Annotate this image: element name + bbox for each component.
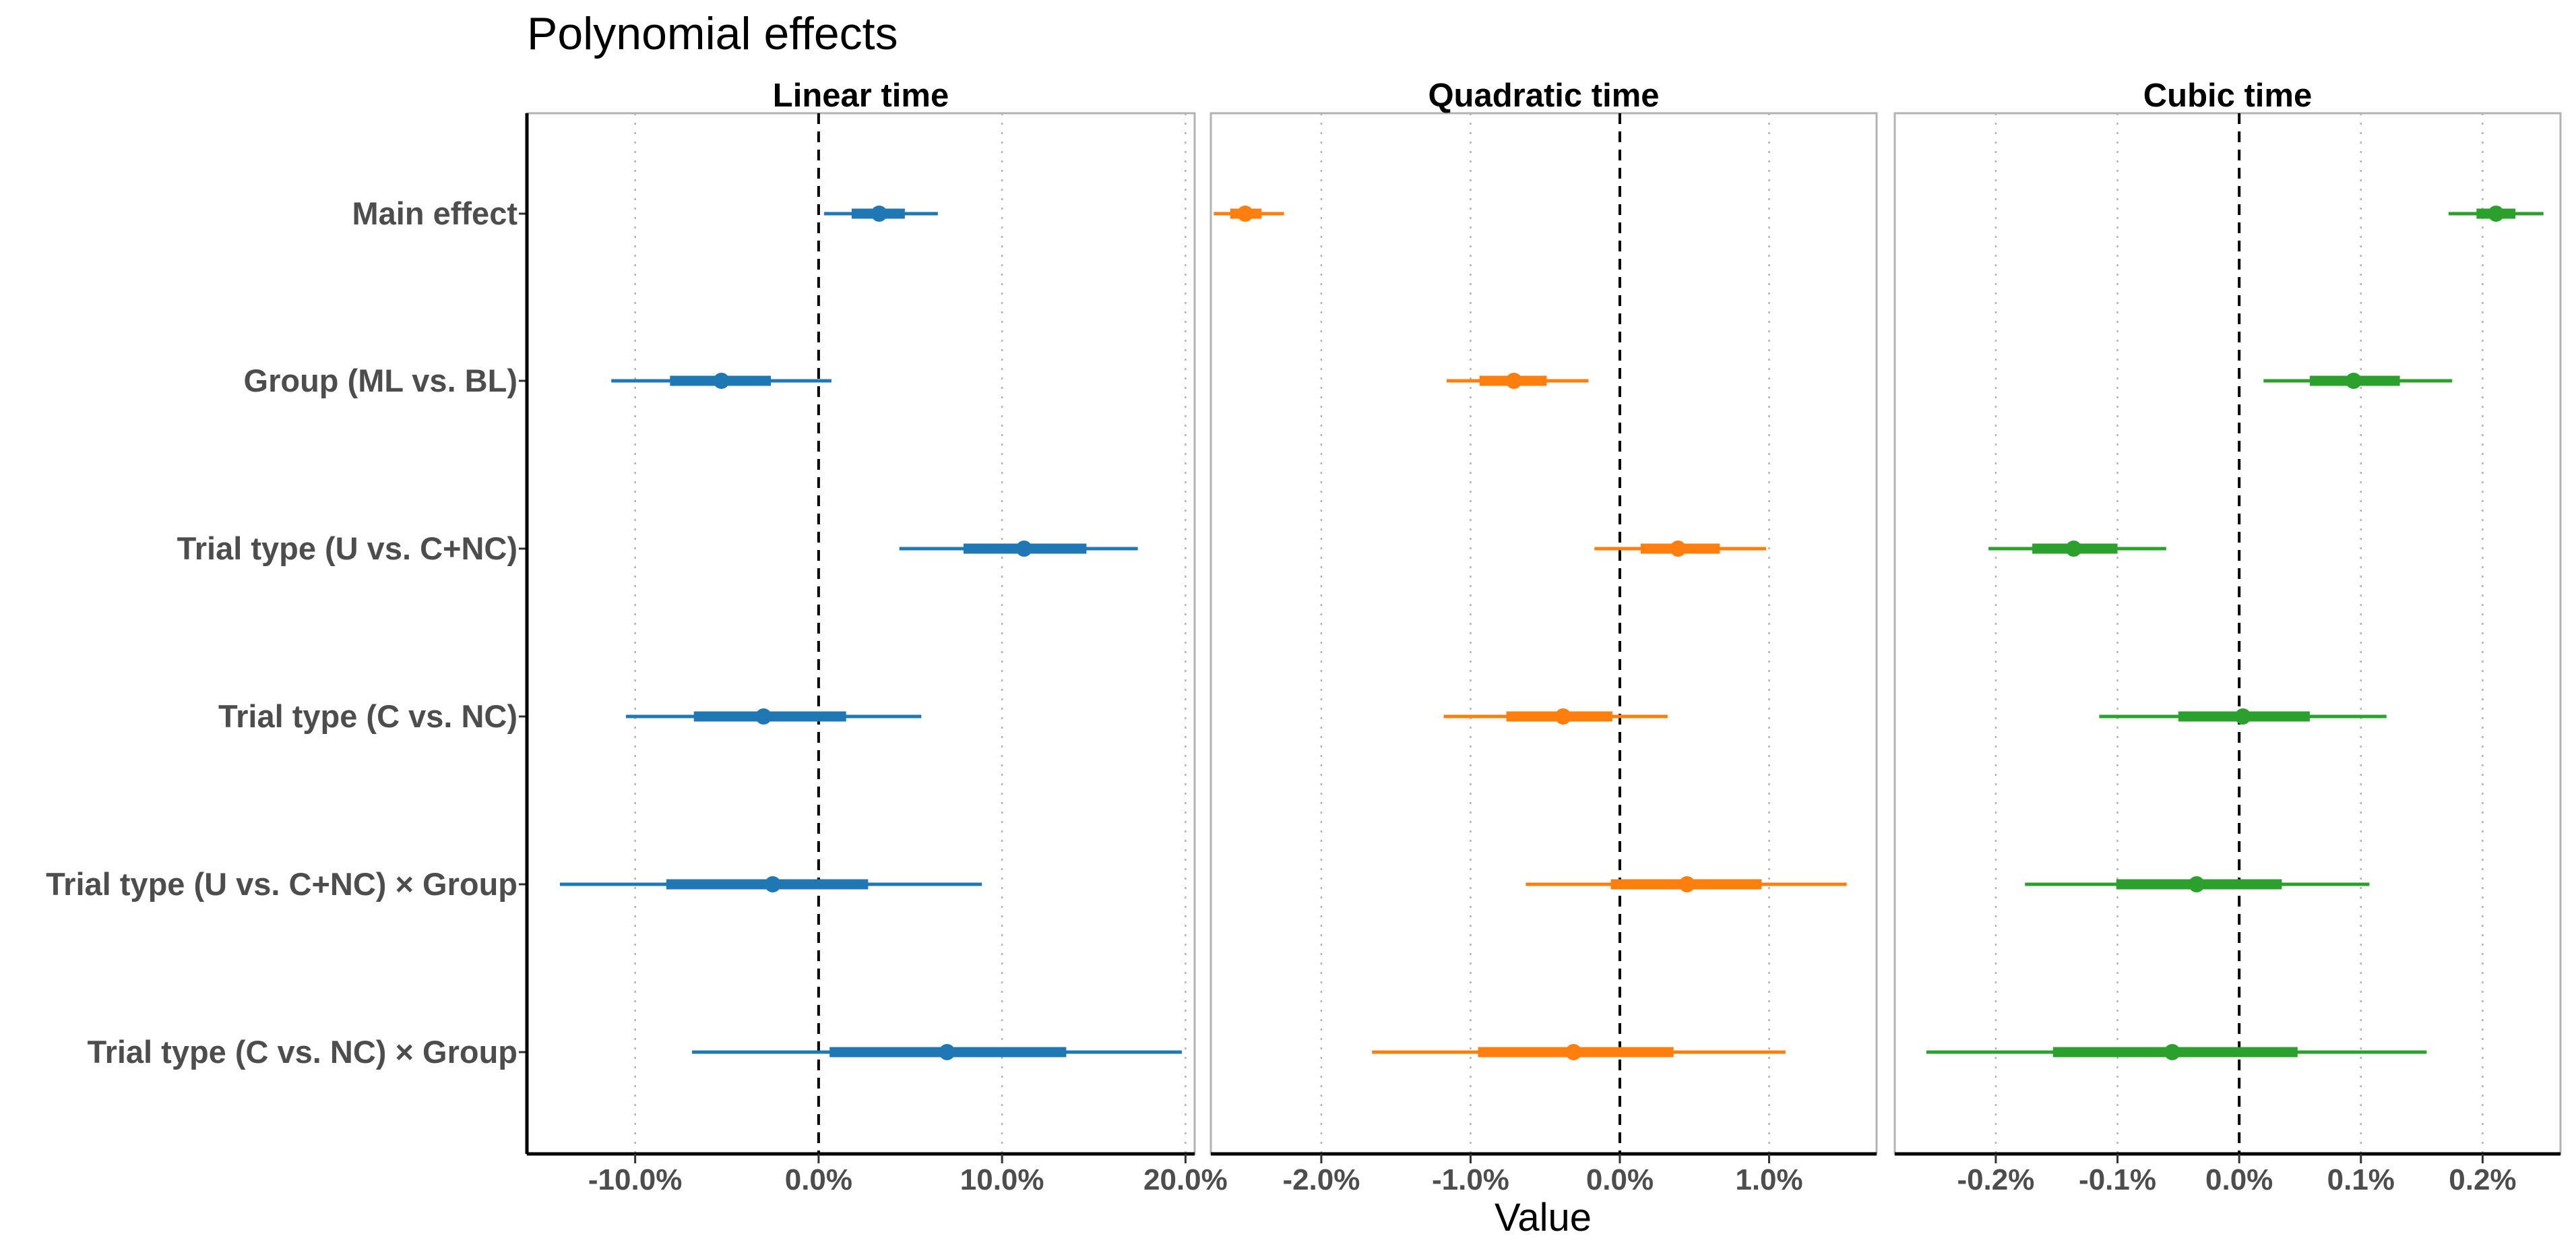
x-tick-label: -10.0%	[588, 1163, 682, 1196]
category-label: Trial type (C vs. NC)	[218, 698, 517, 734]
x-tick-label: 20.0%	[1143, 1163, 1228, 1196]
category-label: Group (ML vs. BL)	[244, 363, 517, 398]
point-estimate	[1505, 373, 1522, 389]
point-estimate	[764, 876, 781, 892]
point-estimate	[1565, 1044, 1582, 1060]
panel-border	[1893, 112, 2562, 1155]
x-tick-label: 0.0%	[1586, 1163, 1654, 1196]
panel-1: Quadratic time -2.0% -1.0% 0.0% 1.0%	[1210, 78, 1878, 1196]
point-estimate	[1015, 541, 1032, 557]
point-estimate	[939, 1044, 955, 1060]
x-tick-label: 10.0%	[960, 1163, 1044, 1196]
x-tick-label: -0.2%	[1957, 1163, 2034, 1196]
x-tick-label: 0.0%	[2205, 1163, 2273, 1196]
x-tick-label: -2.0%	[1282, 1163, 1360, 1196]
panel-title: Linear time	[773, 78, 949, 114]
category-label: Trial type (U vs. C+NC) × Group	[46, 866, 517, 902]
x-tick-label: 0.1%	[2327, 1163, 2395, 1196]
panel-border	[1210, 112, 1878, 1155]
point-estimate	[2164, 1044, 2180, 1060]
point-estimate	[755, 708, 772, 725]
panel-title: Cubic time	[2143, 78, 2312, 114]
point-estimate	[871, 206, 887, 222]
chart-title: Polynomial effects	[527, 8, 898, 59]
panel-title: Quadratic time	[1428, 78, 1659, 114]
x-tick-label: 1.0%	[1735, 1163, 1802, 1196]
panel-0: Linear time -10.0% 0.0% 10.0% 20.0%	[526, 78, 1228, 1196]
point-estimate	[713, 373, 730, 389]
panel-border	[526, 112, 1196, 1155]
point-estimate	[1670, 541, 1687, 557]
category-labels: Main effect Group (ML vs. BL) Trial type (…	[46, 195, 527, 1070]
x-tick-label: -0.1%	[2079, 1163, 2156, 1196]
point-estimate	[1554, 708, 1571, 725]
panel-2: Cubic time -0.2% -0.1% 0.0% 0.1% 0.2%	[1893, 78, 2562, 1196]
point-estimate	[2234, 708, 2251, 725]
point-estimate	[2188, 876, 2205, 892]
panels: Linear time-10.0% 0.0% 10.0% 20.0%Quadratic…	[525, 78, 2562, 1196]
category-label: Trial type (C vs. NC) × Group	[87, 1034, 517, 1070]
x-axis-title: Value	[1495, 1196, 1592, 1239]
category-label: Trial type (U vs. C+NC)	[177, 530, 517, 566]
x-tick-label: -1.0%	[1432, 1163, 1509, 1196]
x-tick-label: 0.0%	[785, 1163, 852, 1196]
x-tick-label: 0.2%	[2449, 1163, 2516, 1196]
point-estimate	[2345, 373, 2362, 389]
point-estimate	[2065, 541, 2082, 557]
point-estimate	[1236, 206, 1253, 222]
point-estimate	[2488, 206, 2505, 222]
point-estimate	[1678, 876, 1695, 892]
category-label: Main effect	[352, 195, 518, 231]
